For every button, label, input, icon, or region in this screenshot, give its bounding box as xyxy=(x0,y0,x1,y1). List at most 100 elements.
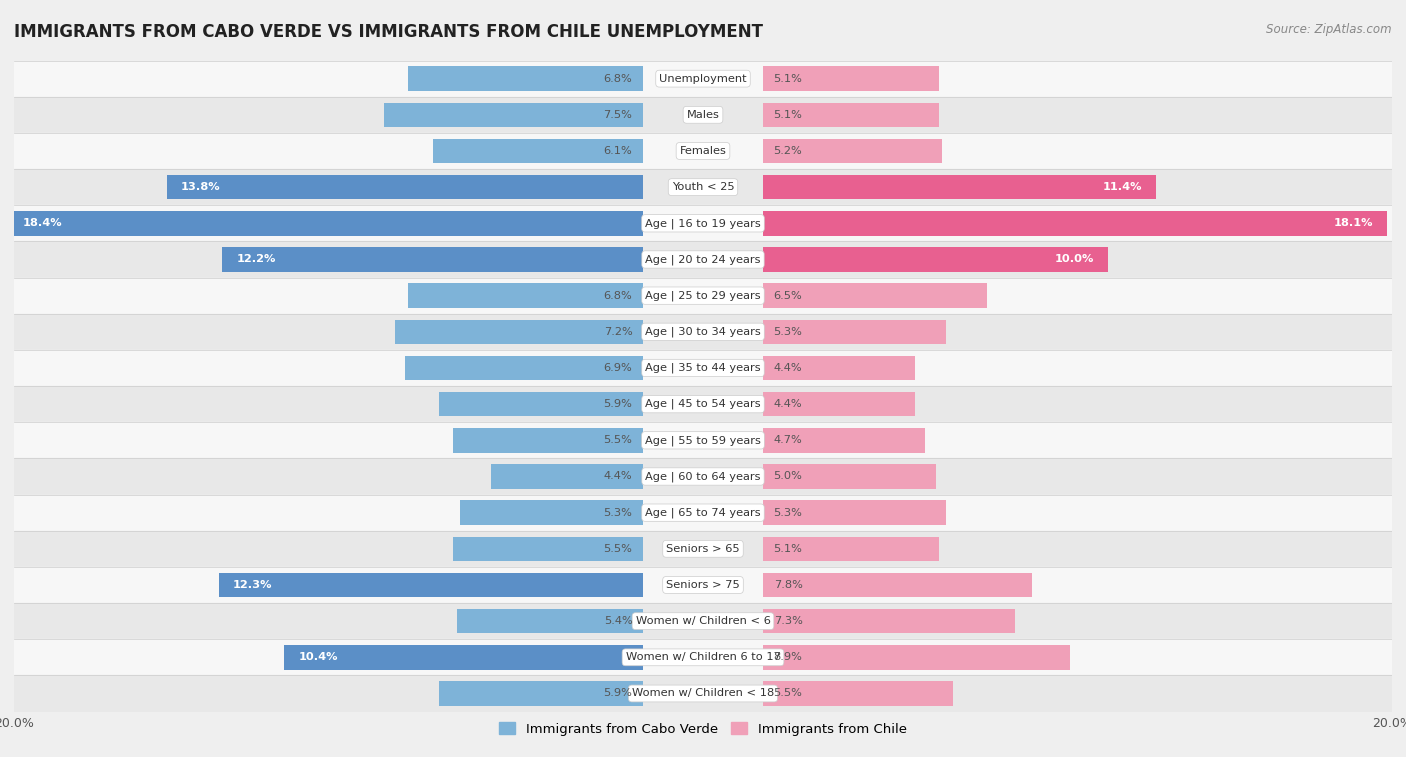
Bar xyxy=(460,500,643,525)
Bar xyxy=(409,283,643,308)
Text: 6.8%: 6.8% xyxy=(603,291,633,301)
Bar xyxy=(763,500,946,525)
Bar xyxy=(763,283,987,308)
Bar xyxy=(14,169,1392,205)
Bar xyxy=(14,422,1392,459)
Text: Youth < 25: Youth < 25 xyxy=(672,182,734,192)
Text: 7.2%: 7.2% xyxy=(603,327,633,337)
Bar xyxy=(763,428,925,453)
Bar xyxy=(284,645,643,670)
Text: Age | 25 to 29 years: Age | 25 to 29 years xyxy=(645,291,761,301)
Text: Women w/ Children 6 to 17: Women w/ Children 6 to 17 xyxy=(626,653,780,662)
Bar xyxy=(14,205,1392,241)
Text: 5.5%: 5.5% xyxy=(603,435,633,445)
Text: 18.4%: 18.4% xyxy=(22,218,62,229)
Legend: Immigrants from Cabo Verde, Immigrants from Chile: Immigrants from Cabo Verde, Immigrants f… xyxy=(494,717,912,741)
Bar xyxy=(457,609,643,634)
Bar xyxy=(763,248,1108,272)
Bar xyxy=(405,356,643,380)
Bar xyxy=(14,459,1392,494)
Text: Age | 60 to 64 years: Age | 60 to 64 years xyxy=(645,472,761,481)
Text: Seniors > 75: Seniors > 75 xyxy=(666,580,740,590)
Text: Age | 16 to 19 years: Age | 16 to 19 years xyxy=(645,218,761,229)
Text: 6.9%: 6.9% xyxy=(603,363,633,373)
Bar xyxy=(14,133,1392,169)
Text: Age | 55 to 59 years: Age | 55 to 59 years xyxy=(645,435,761,446)
Text: 7.3%: 7.3% xyxy=(773,616,803,626)
Bar xyxy=(763,537,939,561)
Text: 4.4%: 4.4% xyxy=(603,472,633,481)
Text: 11.4%: 11.4% xyxy=(1102,182,1142,192)
Bar xyxy=(395,319,643,344)
Bar xyxy=(763,392,915,416)
Text: 4.4%: 4.4% xyxy=(773,399,803,409)
Text: 10.4%: 10.4% xyxy=(298,653,337,662)
Bar xyxy=(167,175,643,199)
Bar xyxy=(219,573,643,597)
Bar xyxy=(222,248,643,272)
Bar xyxy=(14,241,1392,278)
Bar xyxy=(763,211,1386,235)
Bar xyxy=(763,645,1070,670)
Text: 5.2%: 5.2% xyxy=(773,146,803,156)
Bar xyxy=(763,67,939,91)
Bar xyxy=(14,350,1392,386)
Text: 18.1%: 18.1% xyxy=(1333,218,1374,229)
Text: Age | 35 to 44 years: Age | 35 to 44 years xyxy=(645,363,761,373)
Bar xyxy=(14,639,1392,675)
Text: Age | 30 to 34 years: Age | 30 to 34 years xyxy=(645,326,761,337)
Text: 12.3%: 12.3% xyxy=(233,580,273,590)
Bar xyxy=(763,681,953,706)
Bar xyxy=(384,102,643,127)
Bar xyxy=(14,97,1392,133)
Text: 5.1%: 5.1% xyxy=(773,110,803,120)
Text: 4.7%: 4.7% xyxy=(773,435,803,445)
Bar xyxy=(14,278,1392,313)
Text: 13.8%: 13.8% xyxy=(181,182,221,192)
Text: 5.3%: 5.3% xyxy=(603,508,633,518)
Text: 5.4%: 5.4% xyxy=(603,616,633,626)
Bar xyxy=(763,356,915,380)
Text: 5.3%: 5.3% xyxy=(773,327,803,337)
Text: Age | 20 to 24 years: Age | 20 to 24 years xyxy=(645,254,761,265)
Bar xyxy=(453,537,643,561)
Bar xyxy=(440,392,643,416)
Bar xyxy=(763,609,1015,634)
Text: 5.9%: 5.9% xyxy=(603,399,633,409)
Bar xyxy=(14,531,1392,567)
Text: 5.9%: 5.9% xyxy=(603,689,633,699)
Text: Seniors > 65: Seniors > 65 xyxy=(666,544,740,554)
Text: 10.0%: 10.0% xyxy=(1054,254,1094,264)
Bar xyxy=(763,102,939,127)
Text: 12.2%: 12.2% xyxy=(236,254,276,264)
Bar xyxy=(763,175,1156,199)
Bar xyxy=(763,464,935,489)
Bar xyxy=(8,211,643,235)
Bar xyxy=(763,573,1032,597)
Text: Age | 65 to 74 years: Age | 65 to 74 years xyxy=(645,507,761,518)
Text: Unemployment: Unemployment xyxy=(659,73,747,83)
Text: Women w/ Children < 18: Women w/ Children < 18 xyxy=(631,689,775,699)
Text: 8.9%: 8.9% xyxy=(773,653,803,662)
Bar xyxy=(14,61,1392,97)
Text: 7.8%: 7.8% xyxy=(773,580,803,590)
Bar xyxy=(440,681,643,706)
Bar xyxy=(763,139,942,164)
Bar xyxy=(14,494,1392,531)
Text: 4.4%: 4.4% xyxy=(773,363,803,373)
Text: 5.3%: 5.3% xyxy=(773,508,803,518)
Bar xyxy=(763,319,946,344)
Bar xyxy=(14,313,1392,350)
Text: 6.8%: 6.8% xyxy=(603,73,633,83)
Text: IMMIGRANTS FROM CABO VERDE VS IMMIGRANTS FROM CHILE UNEMPLOYMENT: IMMIGRANTS FROM CABO VERDE VS IMMIGRANTS… xyxy=(14,23,763,41)
Text: 7.5%: 7.5% xyxy=(603,110,633,120)
Text: 6.1%: 6.1% xyxy=(603,146,633,156)
Text: 5.0%: 5.0% xyxy=(773,472,803,481)
Bar xyxy=(409,67,643,91)
Text: 5.1%: 5.1% xyxy=(773,73,803,83)
Bar xyxy=(14,386,1392,422)
Bar xyxy=(433,139,643,164)
Text: 5.1%: 5.1% xyxy=(773,544,803,554)
Text: Females: Females xyxy=(679,146,727,156)
Bar xyxy=(14,603,1392,639)
